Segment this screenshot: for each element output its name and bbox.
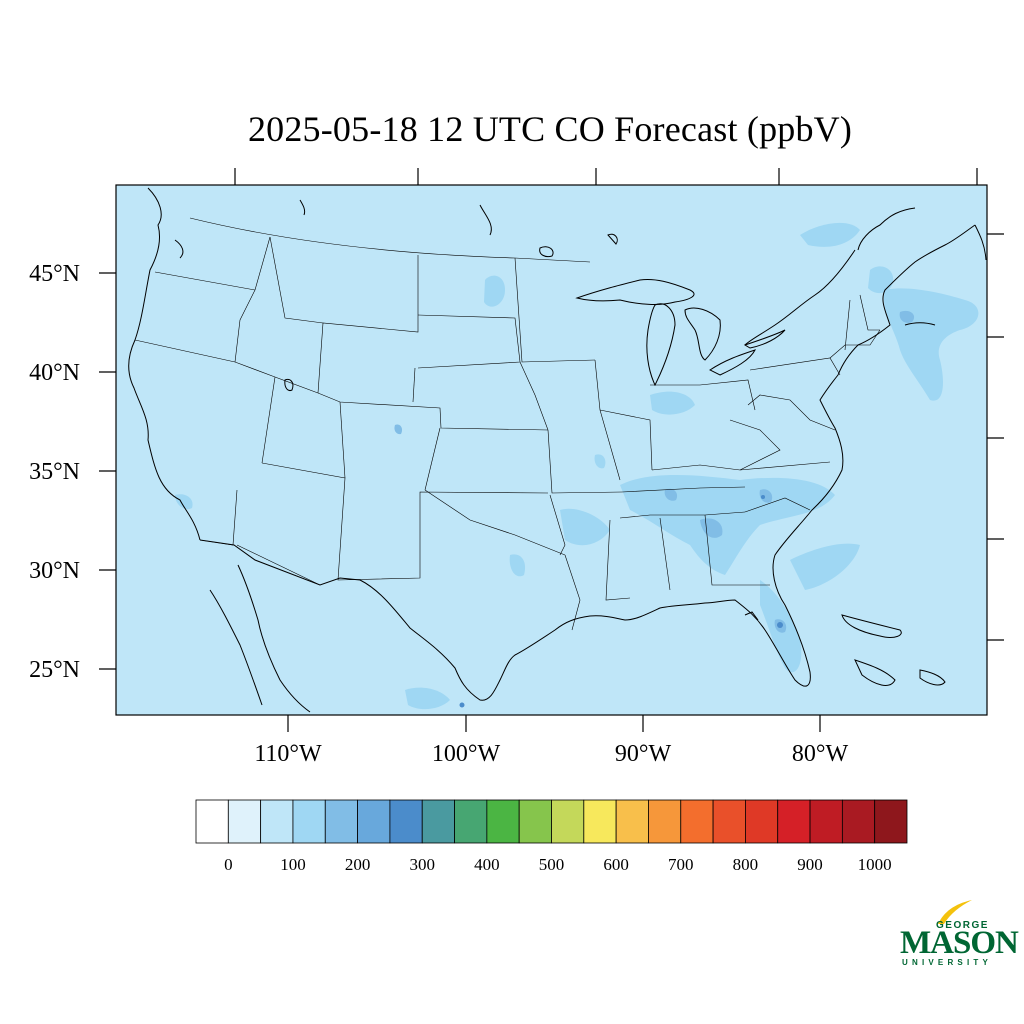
gmu-logo: GEORGE MASON UNIVERSITY xyxy=(898,900,1019,970)
latitude-label: 45°N xyxy=(29,261,80,287)
colorbar-tick-label: 900 xyxy=(797,855,823,874)
colorbar-segment xyxy=(841,799,876,844)
colorbar-segment xyxy=(324,799,358,844)
longitude-label: 110°W xyxy=(254,741,322,767)
colorbar-segment xyxy=(421,799,455,844)
longitude-label: 90°W xyxy=(615,741,672,767)
colorbar-tick-label: 500 xyxy=(539,855,565,874)
colorbar-tick-label: 0 xyxy=(224,855,233,874)
colorbar-segment xyxy=(518,799,552,844)
colorbar-segment xyxy=(648,799,682,844)
logo-mason: MASON xyxy=(900,925,1019,961)
co-peak-points xyxy=(459,495,783,708)
colorbar-segment xyxy=(874,799,908,844)
longitude-labels: 110°W 100°W 90°W 80°W xyxy=(254,741,848,767)
colorbar-segment xyxy=(389,799,423,844)
colorbar xyxy=(195,799,908,844)
co-hotspots xyxy=(394,310,915,633)
colorbar-labels: 0 100 200 300 400 500 600 700 800 900 1000 xyxy=(224,855,892,874)
colorbar-tick-label: 600 xyxy=(603,855,629,874)
colorbar-tick-label: 200 xyxy=(345,855,371,874)
colorbar-segment xyxy=(583,799,617,844)
colorbar-segment xyxy=(227,799,262,844)
colorbar-segment xyxy=(260,799,294,844)
colorbar-tick-label: 800 xyxy=(733,855,759,874)
latitude-label: 30°N xyxy=(29,558,80,584)
colorbar-tick-label: 400 xyxy=(474,855,500,874)
colorbar-segment xyxy=(486,799,520,844)
logo-university: UNIVERSITY xyxy=(902,958,993,967)
longitude-label: 100°W xyxy=(432,741,501,767)
latitude-label: 40°N xyxy=(29,360,80,386)
colorbar-segment xyxy=(809,799,843,844)
colorbar-segment xyxy=(454,799,488,844)
latitude-label: 25°N xyxy=(29,657,80,683)
colorbar-segment xyxy=(745,799,779,844)
colorbar-segment xyxy=(292,799,326,844)
axis-ticks xyxy=(99,168,1004,732)
colorbar-segment xyxy=(195,799,229,844)
colorbar-segment xyxy=(680,799,714,844)
colorbar-segment xyxy=(615,799,649,844)
latitude-label: 35°N xyxy=(29,459,80,485)
longitude-label: 80°W xyxy=(792,741,849,767)
logo-flame-icon xyxy=(938,900,972,924)
map-plot-area xyxy=(116,185,987,715)
map-frame xyxy=(115,184,988,716)
colorbar-tick-label: 1000 xyxy=(858,855,892,874)
colorbar-segment xyxy=(712,799,746,844)
map-title: 2025-05-18 12 UTC CO Forecast (ppbV) xyxy=(247,109,853,149)
colorbar-tick-label: 700 xyxy=(668,855,694,874)
colorbar-tick-label: 300 xyxy=(409,855,435,874)
state-boundaries xyxy=(134,217,881,631)
colorbar-tick-label: 100 xyxy=(280,855,306,874)
logo-george: GEORGE xyxy=(936,920,989,931)
coastlines-and-borders xyxy=(128,187,987,713)
colorbar-segment xyxy=(357,799,391,844)
colorbar-segment xyxy=(777,799,811,844)
colorbar-segment xyxy=(551,799,585,844)
latitude-labels: 45°N 40°N 35°N 30°N 25°N xyxy=(29,261,80,683)
